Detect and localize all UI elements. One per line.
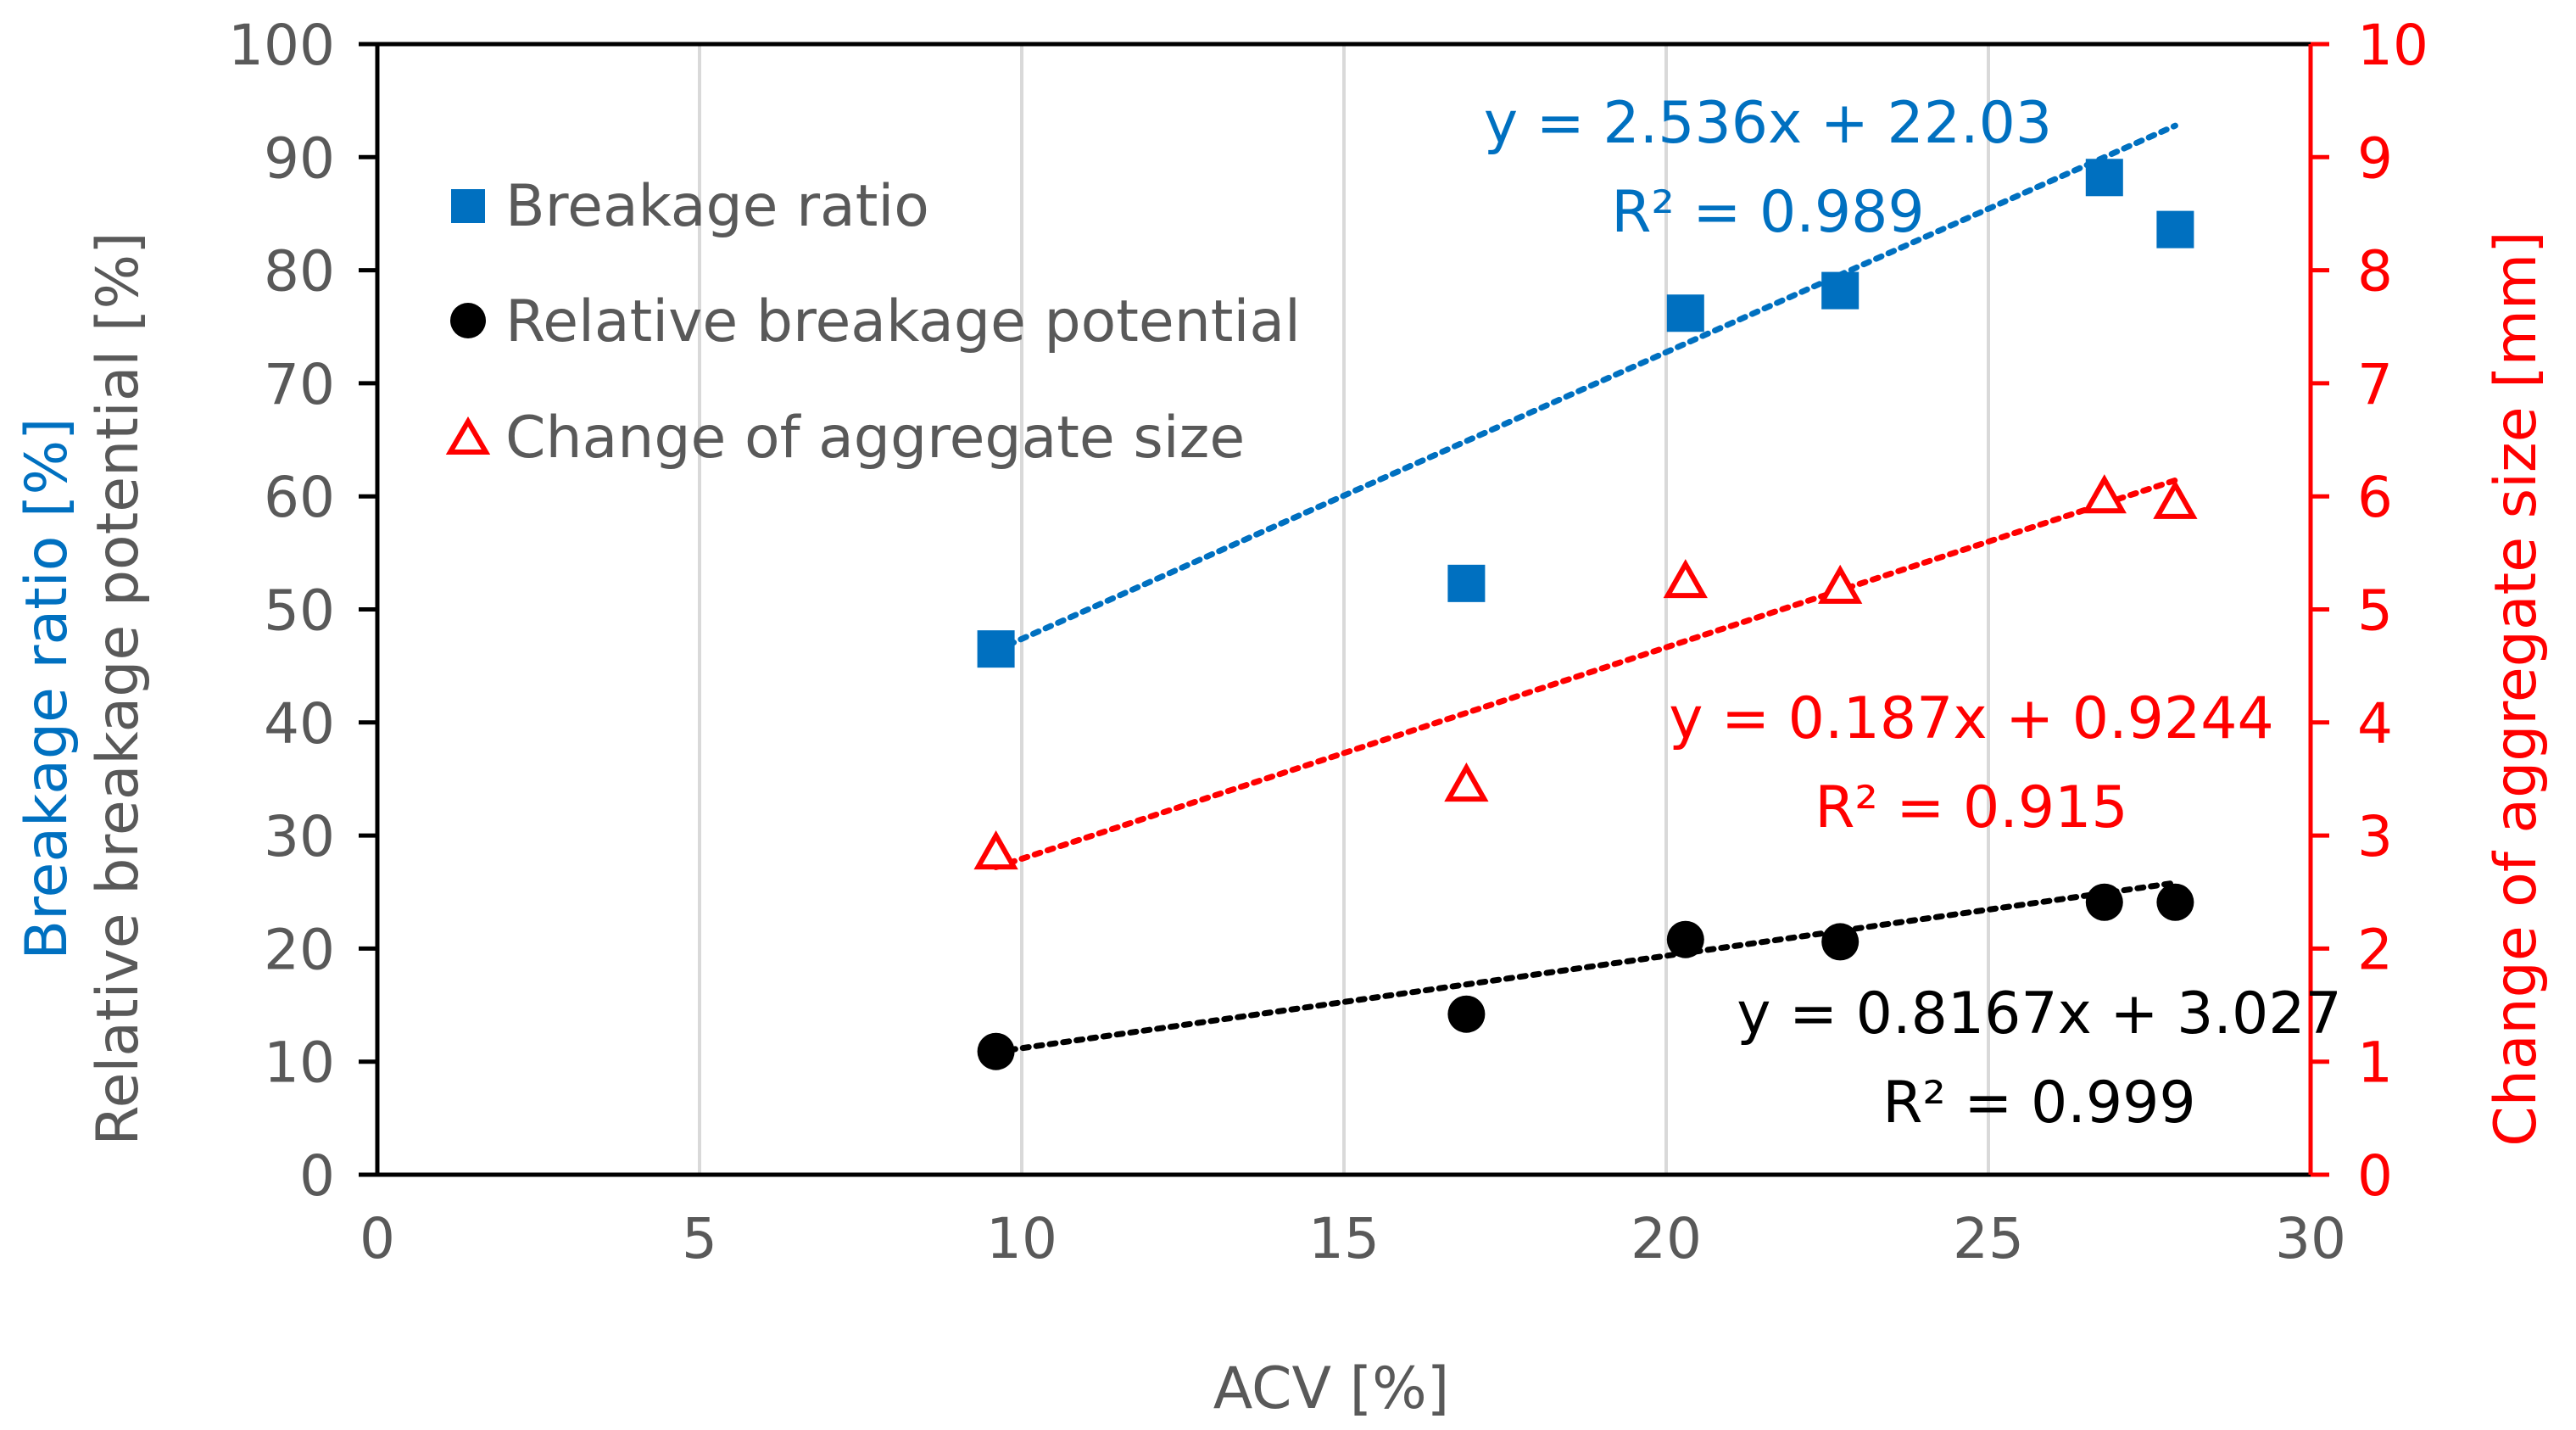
y-axis-label-relative-breakage: Relative breakage potential [%]: [85, 232, 152, 1145]
x-tick-label: 5: [682, 1206, 717, 1271]
left-tick-label: 10: [264, 1031, 335, 1096]
left-tick-label: 50: [264, 578, 335, 644]
data-point-circle: [1447, 995, 1486, 1033]
trendline-square: [993, 122, 2178, 654]
right-axis-ticks: 0 1 2 3 4 5 6 7 8 9 10: [2311, 13, 2428, 1209]
data-point-circle: [1821, 923, 1860, 961]
data-point-square: [2156, 210, 2194, 249]
r2-change-aggregate: R² = 0.915: [1815, 774, 2127, 841]
x-tick-label: 0: [360, 1206, 395, 1271]
x-axis-ticks: 0 5 10 15 20 25 30: [360, 1206, 2346, 1271]
data-point-triangle: [1663, 559, 1708, 599]
left-tick-label: 60: [264, 465, 335, 530]
right-tick-label: 8: [2357, 239, 2393, 304]
equation-relative-breakage: y = 0.8167x + 3.027: [1737, 980, 2342, 1047]
trendlines: [993, 122, 2178, 1055]
left-axis-ticks: 0 10 20 30 40 50 60 70 80 90 100: [228, 13, 377, 1209]
data-point-triangle: [1444, 762, 1489, 802]
left-tick-label: 70: [264, 352, 335, 417]
data-point-circle: [2085, 883, 2123, 921]
r2-breakage-ratio: R² = 0.989: [1611, 179, 1924, 246]
trendline-triangle: [993, 477, 2178, 870]
data-point-triangle: [2153, 479, 2198, 519]
left-tick-label: 90: [264, 126, 335, 191]
data-point-square: [1666, 294, 1704, 332]
left-tick-label: 30: [264, 804, 335, 869]
x-tick-label: 25: [1953, 1206, 2024, 1271]
x-tick-label: 30: [2275, 1206, 2346, 1271]
right-tick-label: 0: [2357, 1143, 2393, 1209]
x-tick-label: 20: [1631, 1206, 1702, 1271]
left-tick-label: 80: [264, 239, 335, 304]
gridlines: [698, 44, 1990, 1175]
y2-axis-label: Change of aggregate size [mm]: [2483, 231, 2550, 1146]
right-tick-label: 9: [2357, 126, 2393, 191]
legend-label-relative-breakage: Relative breakage potential: [505, 288, 1301, 355]
equation-breakage-ratio: y = 2.536x + 22.03: [1484, 90, 2052, 157]
data-point-triangle: [1818, 564, 1863, 604]
right-tick-label: 1: [2357, 1031, 2393, 1096]
trendline-annotations: y = 2.536x + 22.03 R² = 0.989 y = 0.187x…: [1484, 90, 2342, 1137]
legend-square-marker: [451, 189, 485, 223]
right-tick-label: 4: [2357, 691, 2393, 757]
data-point-circle: [977, 1032, 1015, 1070]
right-tick-label: 6: [2357, 465, 2393, 530]
data-point-square: [1447, 564, 1486, 602]
right-tick-label: 3: [2357, 804, 2393, 869]
right-tick-label: 2: [2357, 917, 2393, 982]
legend-circle-marker: [450, 303, 486, 338]
data-point-square: [977, 630, 1015, 668]
left-tick-label: 100: [228, 13, 335, 78]
data-point-triangle: [973, 830, 1018, 870]
x-axis-label: ACV [%]: [1213, 1355, 1450, 1422]
legend-label-breakage-ratio: Breakage ratio: [505, 173, 929, 240]
legend-triangle-marker: [445, 416, 491, 455]
left-tick-label: 0: [299, 1143, 335, 1209]
data-point-triangle: [2082, 474, 2127, 514]
y-axis-label-breakage-ratio: Breakage ratio [%]: [14, 417, 81, 959]
left-tick-label: 40: [264, 691, 335, 757]
right-tick-label: 10: [2357, 13, 2428, 78]
r2-relative-breakage: R² = 0.999: [1882, 1070, 2195, 1137]
legend: Breakage ratio Relative breakage potenti…: [445, 173, 1301, 472]
data-markers: [973, 159, 2198, 1070]
data-point-square: [1821, 271, 1860, 310]
data-point-circle: [2156, 883, 2194, 921]
x-tick-label: 15: [1308, 1206, 1380, 1271]
trendline-circle: [993, 880, 2178, 1055]
right-tick-label: 5: [2357, 578, 2393, 644]
right-tick-label: 7: [2357, 352, 2393, 417]
legend-label-change-aggregate: Change of aggregate size: [505, 405, 1245, 472]
data-point-circle: [1666, 920, 1704, 958]
data-point-square: [2085, 159, 2123, 197]
x-tick-label: 10: [986, 1206, 1057, 1271]
left-tick-label: 20: [264, 917, 335, 982]
equation-change-aggregate: y = 0.187x + 0.9244: [1669, 685, 2274, 752]
